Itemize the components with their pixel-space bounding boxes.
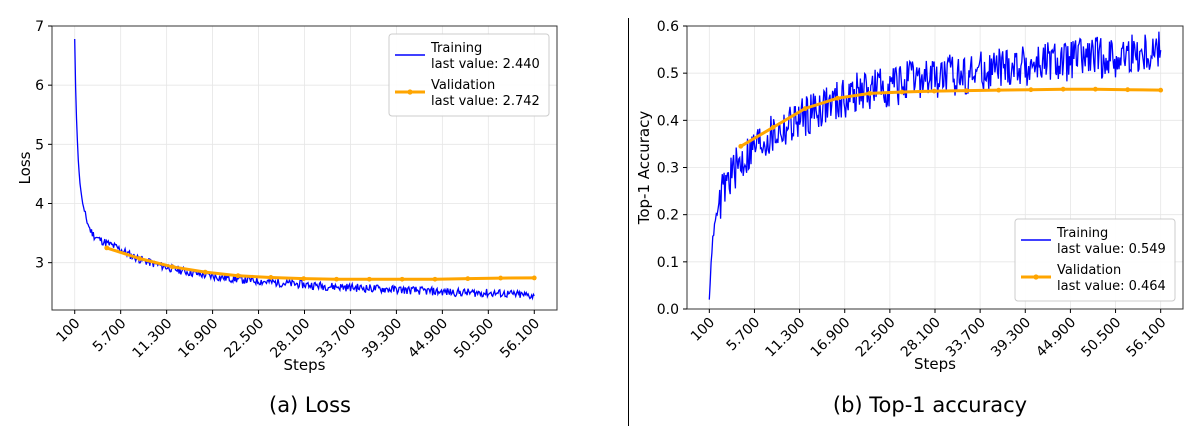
y-tick-label: 0.6 [657, 19, 679, 35]
legend-box [1014, 218, 1176, 302]
y-tick-label: 0.4 [657, 113, 679, 129]
validation-point [996, 87, 1002, 93]
validation-point [867, 91, 873, 96]
validation-point [964, 88, 969, 94]
validation-point [931, 88, 937, 94]
validation-point [366, 276, 372, 282]
validation-point [738, 143, 744, 149]
y-tick-label: 4 [35, 197, 44, 213]
x-tick-label: 11.300 [130, 316, 176, 362]
validation-point [531, 275, 537, 281]
panel-divider [628, 18, 629, 426]
y-tick-label: 3 [35, 256, 44, 272]
validation-point [802, 106, 808, 111]
validation-point [235, 273, 241, 279]
validation-point [169, 264, 175, 270]
y-tick-label: 5 [35, 137, 44, 153]
x-tick-label: 11.300 [762, 315, 808, 361]
validation-point [137, 256, 142, 261]
validation-point [1028, 87, 1034, 93]
x-tick-label: 5.700 [90, 316, 130, 356]
x-tick-label: 56.100 [497, 316, 543, 362]
validation-point [202, 269, 208, 275]
legend-last-value: last value: 0.549 [1057, 242, 1166, 257]
validation-point [835, 95, 840, 101]
x-tick-label: 100 [688, 315, 718, 345]
y-tick-label: 6 [35, 78, 44, 94]
y-axis-label: Top-1 Accuracy [635, 111, 653, 226]
validation-line [740, 87, 1161, 148]
y-tick-label: 7 [35, 19, 44, 35]
x-tick-label: 33.700 [313, 316, 359, 362]
validation-point [899, 89, 905, 95]
x-tick-label: 44.900 [405, 316, 451, 362]
training-line [708, 31, 1162, 300]
y-tick-label: 0.3 [657, 161, 679, 177]
y-tick-label: 0.0 [657, 302, 679, 318]
x-tick-label: 5.700 [724, 315, 764, 355]
validation-point [465, 276, 471, 282]
legend-last-value: last value: 0.464 [1057, 279, 1166, 294]
legend-last-value: last value: 2.742 [431, 94, 540, 109]
x-tick-label: 39.300 [359, 316, 405, 362]
y-tick-label: 0.1 [657, 255, 679, 271]
x-tick-label: 44.900 [1033, 315, 1079, 361]
x-tick-label: 50.500 [1078, 315, 1124, 361]
x-tick-label: 39.300 [988, 315, 1034, 361]
x-tick-label: 16.900 [175, 316, 221, 362]
y-tick-label: 0.5 [657, 66, 679, 82]
validation-point [498, 275, 504, 281]
loss-chart: 3 4 5 6 7 100 5.700 11.300 16.900 22.500 28.100 33.… [16, 19, 558, 374]
validation-point [268, 275, 274, 280]
validation-point [399, 276, 405, 282]
legend-series-name: Training [430, 41, 482, 56]
validation-point [770, 125, 776, 130]
validation-point [432, 276, 438, 282]
validation-point [1092, 86, 1098, 92]
x-axis-label: Steps [914, 355, 956, 373]
legend-series-name: Training [1056, 226, 1108, 241]
legend-last-value: last value: 2.440 [431, 57, 540, 72]
validation-point [334, 276, 339, 282]
legend-series-name: Validation [431, 78, 495, 93]
x-tick-label: 16.900 [808, 315, 854, 361]
validation-point [301, 276, 307, 282]
validation-point [1125, 87, 1131, 93]
legend-box [388, 33, 550, 117]
x-tick-label: 22.500 [853, 315, 899, 361]
validation-point [1158, 87, 1164, 93]
legend-marker [407, 89, 413, 95]
x-tick-label: 100 [53, 316, 83, 346]
x-tick-label: 33.700 [943, 315, 989, 361]
y-tick-label: 0.2 [657, 208, 679, 224]
validation-line [106, 246, 535, 281]
validation-point [104, 245, 110, 251]
x-tick-label: 28.100 [267, 316, 313, 362]
caption-loss: (a) Loss [269, 393, 351, 417]
x-tick-label: 22.500 [221, 316, 267, 362]
validation-point [1060, 86, 1066, 92]
x-tick-label: 56.100 [1124, 315, 1170, 361]
caption-accuracy: (b) Top-1 accuracy [832, 393, 1028, 417]
x-tick-label: 50.500 [451, 316, 497, 362]
accuracy-chart: 0.0 0.1 0.2 0.3 0.4 0.5 0.6 100 5.700 11.300 16.90… [635, 19, 1184, 373]
x-axis-label: Steps [284, 356, 326, 374]
x-tick-label: 28.100 [898, 315, 944, 361]
legend-series-name: Validation [1057, 263, 1121, 278]
legend-marker [1033, 274, 1039, 280]
y-axis-label: Loss [16, 151, 34, 184]
